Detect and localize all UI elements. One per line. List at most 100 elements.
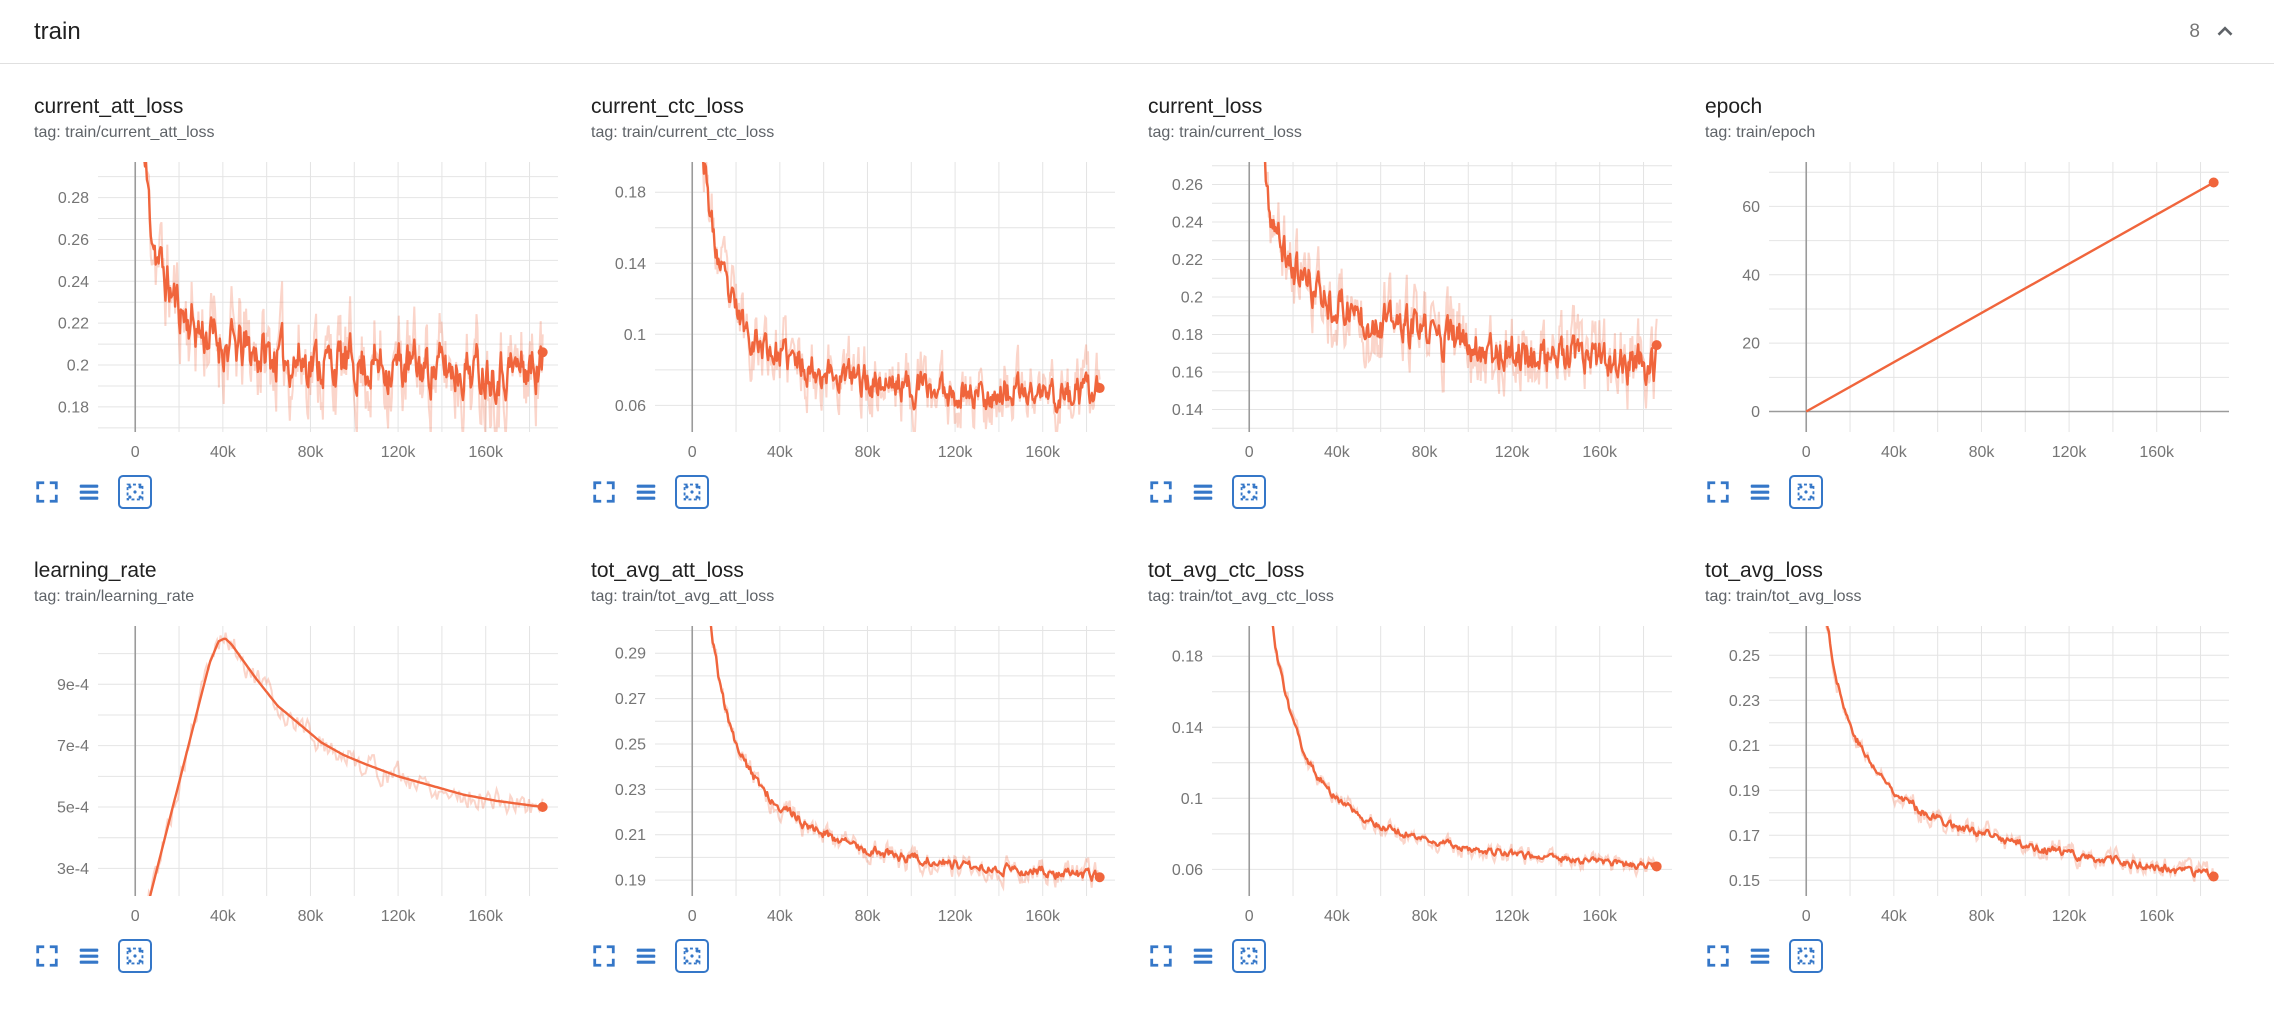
svg-text:120k: 120k (381, 908, 417, 925)
svg-text:40k: 40k (1881, 908, 1908, 925)
fit-to-data-button[interactable] (1789, 939, 1823, 974)
line-chart[interactable]: 0.19 0.21 0.23 0.25 0.27 0.29 0 40k 80k 120k 160k (591, 618, 1123, 930)
svg-text:80k: 80k (1412, 444, 1439, 461)
data-list-button[interactable] (1747, 479, 1773, 505)
svg-text:0.26: 0.26 (1172, 177, 1203, 194)
chart-toolbar (1148, 936, 1683, 976)
svg-text:80k: 80k (855, 444, 882, 461)
chart-tag: tag: train/current_att_loss (34, 124, 215, 142)
svg-text:0.14: 0.14 (615, 256, 646, 273)
data-list-icon (79, 948, 99, 965)
fullscreen-icon (36, 945, 58, 968)
data-list-button[interactable] (76, 479, 102, 505)
fullscreen-button[interactable] (1705, 943, 1731, 969)
svg-text:3e-4: 3e-4 (57, 861, 89, 878)
chart-tag: tag: train/epoch (1705, 124, 1816, 142)
line-chart[interactable]: 0.18 0.2 0.22 0.24 0.26 0.28 0 40k 80k 120k 160k (34, 154, 566, 466)
data-list-button[interactable] (1190, 479, 1216, 505)
svg-text:120k: 120k (2052, 444, 2088, 461)
chart-tag: tag: train/tot_avg_ctc_loss (1148, 588, 1334, 606)
fullscreen-button[interactable] (591, 479, 617, 505)
svg-text:0.23: 0.23 (1729, 693, 1760, 710)
chart-tag: tag: train/current_loss (1148, 124, 1302, 142)
chart-card: current_ctc_loss tag: train/current_ctc_l… (591, 94, 1126, 512)
fit-to-data-icon (126, 483, 144, 501)
line-chart[interactable]: 0.06 0.1 0.14 0.18 0 40k 80k 120k 160k (1148, 618, 1680, 930)
line-chart[interactable]: 0.15 0.17 0.19 0.21 0.23 0.25 0 40k 80k 120k 160k (1705, 618, 2237, 930)
chart-title: current_att_loss (34, 95, 184, 118)
chart-title: tot_avg_att_loss (591, 559, 744, 583)
fit-to-data-icon (683, 483, 701, 501)
chart-title: current_loss (1148, 95, 1263, 118)
line-chart[interactable]: 0.14 0.16 0.18 0.2 0.22 0.24 0.26 0 40k 80k 120k 16… (1148, 154, 1680, 466)
svg-text:0.19: 0.19 (1729, 783, 1760, 800)
fit-to-data-icon (1240, 948, 1258, 965)
fullscreen-icon (36, 481, 58, 503)
svg-text:0: 0 (1245, 908, 1254, 925)
fit-to-data-button[interactable] (1232, 475, 1266, 510)
chart-card: current_att_loss tag: train/current_att_l… (34, 94, 569, 512)
svg-text:160k: 160k (468, 908, 504, 925)
line-chart[interactable]: 3e-4 5e-4 7e-4 9e-4 0 40k 80k 120k 160k (34, 618, 566, 930)
chart-card: tot_avg_att_loss tag: train/tot_avg_att_l… (591, 558, 1126, 976)
svg-text:120k: 120k (938, 444, 974, 461)
svg-text:40k: 40k (1881, 444, 1908, 461)
fit-to-data-button[interactable] (118, 475, 152, 510)
chart-title: learning_rate (34, 559, 157, 583)
fullscreen-button[interactable] (34, 479, 60, 505)
charts-grid: current_att_loss tag: train/current_att_l… (0, 64, 2274, 976)
fit-to-data-button[interactable] (118, 939, 152, 974)
data-list-button[interactable] (633, 943, 659, 969)
svg-text:0.28: 0.28 (58, 190, 89, 207)
fit-to-data-button[interactable] (675, 939, 709, 974)
chart-count-badge: 8 (2189, 20, 2200, 42)
fullscreen-button[interactable] (1705, 479, 1731, 505)
fullscreen-button[interactable] (1148, 479, 1174, 505)
chart-tag: tag: train/tot_avg_loss (1705, 588, 1862, 606)
section-header: train 8 (0, 0, 2274, 64)
fit-to-data-button[interactable] (1232, 939, 1266, 974)
svg-text:0.06: 0.06 (615, 398, 646, 415)
data-list-icon (1750, 484, 1770, 500)
svg-text:160k: 160k (2139, 908, 2175, 925)
fullscreen-button[interactable] (591, 943, 617, 969)
svg-text:0.27: 0.27 (615, 691, 646, 708)
chart-card: current_loss tag: train/current_loss 0.14 0… (1148, 94, 1683, 512)
svg-text:0.29: 0.29 (615, 646, 646, 663)
chevron-up-icon (2217, 25, 2233, 36)
svg-text:0: 0 (131, 444, 140, 461)
svg-text:0: 0 (1245, 444, 1254, 461)
svg-text:0.24: 0.24 (58, 274, 89, 291)
svg-text:0.23: 0.23 (615, 782, 646, 799)
svg-text:80k: 80k (1412, 908, 1439, 925)
fullscreen-icon (1707, 481, 1729, 503)
collapse-section-button[interactable] (2210, 17, 2240, 47)
fit-to-data-button[interactable] (675, 475, 709, 510)
svg-text:0.25: 0.25 (1729, 648, 1760, 665)
svg-text:80k: 80k (298, 444, 325, 461)
svg-text:0.15: 0.15 (1729, 873, 1760, 890)
svg-text:0.26: 0.26 (58, 232, 89, 249)
data-list-icon (636, 484, 656, 500)
svg-text:0.14: 0.14 (1172, 402, 1203, 419)
svg-text:0: 0 (1802, 908, 1811, 925)
line-chart[interactable]: 0 20 40 60 0 40k 80k 120k 160k (1705, 154, 2237, 466)
data-list-button[interactable] (1190, 943, 1216, 969)
svg-text:0.22: 0.22 (1172, 252, 1203, 269)
svg-text:0.22: 0.22 (58, 316, 89, 333)
fullscreen-icon (1150, 481, 1172, 503)
data-list-button[interactable] (1747, 943, 1773, 969)
svg-text:0.06: 0.06 (1172, 862, 1203, 879)
fullscreen-button[interactable] (1148, 943, 1174, 969)
svg-text:120k: 120k (1495, 908, 1531, 925)
data-list-button[interactable] (633, 479, 659, 505)
svg-text:160k: 160k (1025, 908, 1061, 925)
data-list-button[interactable] (76, 943, 102, 969)
line-chart[interactable]: 0.06 0.1 0.14 0.18 0 40k 80k 120k 160k (591, 154, 1123, 466)
chart-title: current_ctc_loss (591, 95, 744, 118)
fit-to-data-icon (1240, 483, 1258, 501)
fullscreen-button[interactable] (34, 943, 60, 969)
fit-to-data-icon (1797, 483, 1815, 501)
svg-text:9e-4: 9e-4 (57, 677, 89, 694)
fit-to-data-button[interactable] (1789, 475, 1823, 510)
